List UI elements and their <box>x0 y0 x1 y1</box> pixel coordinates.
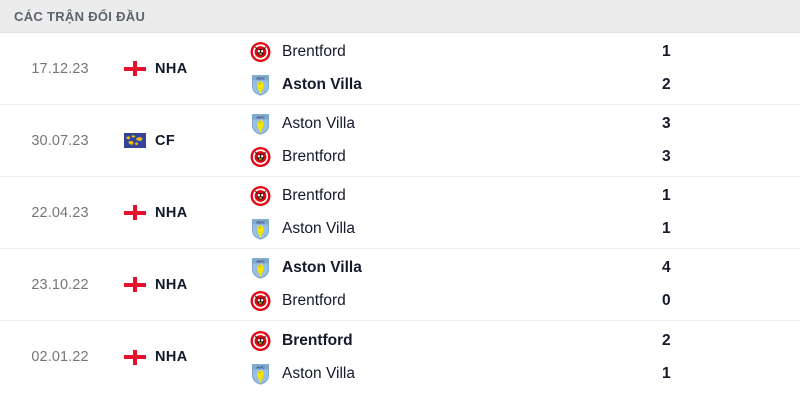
match-date: 02.01.22 <box>31 349 89 365</box>
team-name: Aston Villa <box>282 115 355 133</box>
team-name: Brentford <box>282 43 346 61</box>
team-away[interactable]: Brentford <box>250 146 620 168</box>
score-away: 0 <box>662 292 671 309</box>
svg-text:AVFC: AVFC <box>256 115 265 119</box>
competition-label: NHA <box>155 276 188 293</box>
teams-cell: AVFC Aston Villa Brentford <box>220 113 620 168</box>
teams-cell: Brentford AVFC Aston Villa <box>220 330 620 385</box>
competition-cell[interactable]: CF <box>120 133 220 149</box>
aston-villa-crest-icon: AVFC <box>250 74 271 96</box>
competition-cell[interactable]: NHA <box>120 349 220 365</box>
team-home[interactable]: Brentford <box>250 330 620 352</box>
score-home: 4 <box>662 259 671 276</box>
competition-label: NHA <box>155 60 188 77</box>
competition-label: NHA <box>155 349 188 365</box>
team-home[interactable]: AVFC Aston Villa <box>250 257 620 279</box>
score-away: 3 <box>662 148 671 165</box>
brentford-crest-icon <box>250 290 271 312</box>
team-name: Aston Villa <box>282 220 355 238</box>
match-date: 17.12.23 <box>31 60 89 77</box>
aston-villa-crest-icon: AVFC <box>250 363 271 385</box>
team-away[interactable]: Brentford <box>250 290 620 312</box>
aston-villa-crest-icon: AVFC <box>250 113 271 135</box>
match-row[interactable]: 30.07.23 CF AVFC Aston Villa <box>0 105 800 177</box>
brentford-crest-icon <box>250 41 271 63</box>
england-flag-icon <box>124 349 146 365</box>
competition-cell[interactable]: NHA <box>120 277 220 293</box>
brentford-crest-icon <box>250 330 271 352</box>
team-away[interactable]: AVFC Aston Villa <box>250 218 620 240</box>
team-home[interactable]: Brentford <box>250 185 620 207</box>
svg-text:AVFC: AVFC <box>256 220 265 224</box>
team-home[interactable]: AVFC Aston Villa <box>250 113 620 135</box>
team-name: Aston Villa <box>282 259 362 277</box>
score-home: 1 <box>662 43 671 60</box>
team-home[interactable]: Brentford <box>250 41 620 63</box>
aston-villa-crest-icon: AVFC <box>250 257 271 279</box>
svg-text:AVFC: AVFC <box>256 365 265 369</box>
teams-cell: AVFC Aston Villa Brentford <box>220 257 620 312</box>
match-row[interactable]: 23.10.22 NHA AVFC Aston Villa Brentford 4… <box>0 249 800 321</box>
teams-cell: Brentford AVFC Aston Villa <box>220 185 620 240</box>
team-name: Brentford <box>282 292 346 310</box>
score-home: 2 <box>662 331 671 349</box>
competition-label: CF <box>155 132 176 149</box>
match-date: 22.04.23 <box>31 204 89 221</box>
team-name: Aston Villa <box>282 364 355 382</box>
england-flag-icon <box>124 205 146 220</box>
teams-cell: Brentford AVFC Aston Villa <box>220 41 620 96</box>
match-row[interactable]: 22.04.23 NHA Brentford AVFC Aston Villa 1… <box>0 177 800 249</box>
score-away: 1 <box>662 364 671 382</box>
competition-label: NHA <box>155 204 188 221</box>
match-row[interactable]: 17.12.23 NHA Brentford AVFC Aston Villa 1… <box>0 33 800 105</box>
score-away: 2 <box>662 76 671 93</box>
match-date: 23.10.22 <box>31 276 89 293</box>
team-away[interactable]: AVFC Aston Villa <box>250 74 620 96</box>
team-name: Brentford <box>282 187 346 205</box>
match-list: 17.12.23 NHA Brentford AVFC Aston Villa 1… <box>0 33 800 393</box>
england-flag-icon <box>124 61 146 76</box>
team-name: Brentford <box>282 331 353 349</box>
page-title: CÁC TRẬN ĐỐI ĐẦU <box>14 8 146 24</box>
team-away[interactable]: AVFC Aston Villa <box>250 363 620 385</box>
team-name: Aston Villa <box>282 76 362 94</box>
aston-villa-crest-icon: AVFC <box>250 218 271 240</box>
score-home: 1 <box>662 187 671 204</box>
match-date: 30.07.23 <box>31 132 89 149</box>
brentford-crest-icon <box>250 185 271 207</box>
panel-header: CÁC TRẬN ĐỐI ĐẦU <box>0 0 800 33</box>
score-home: 3 <box>662 115 671 132</box>
competition-cell[interactable]: NHA <box>120 205 220 221</box>
brentford-crest-icon <box>250 146 271 168</box>
england-flag-icon <box>124 277 146 292</box>
competition-cell[interactable]: NHA <box>120 61 220 77</box>
match-row[interactable]: 02.01.22 NHA Brentford AVFC Aston Villa 2… <box>0 321 800 393</box>
team-name: Brentford <box>282 148 346 166</box>
score-away: 1 <box>662 220 671 237</box>
world-flag-icon <box>124 133 146 148</box>
svg-text:AVFC: AVFC <box>256 76 265 80</box>
svg-text:AVFC: AVFC <box>256 259 265 263</box>
